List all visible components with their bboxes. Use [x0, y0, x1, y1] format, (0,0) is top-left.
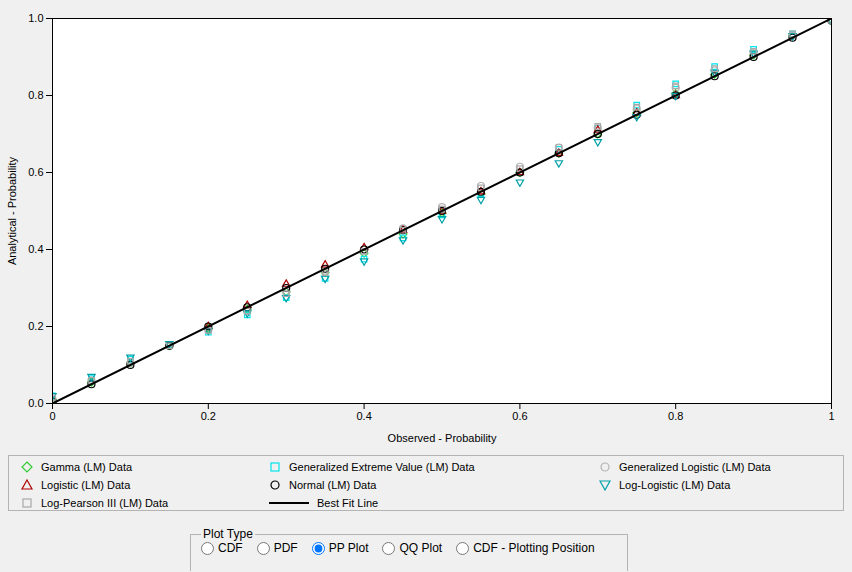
svg-text:0.8: 0.8 [28, 89, 43, 101]
svg-text:0.4: 0.4 [356, 410, 371, 422]
svg-text:0.4: 0.4 [28, 243, 43, 255]
html-text:QQ Plot: QQ Plot [399, 541, 443, 555]
html-text:PP Plot: PP Plot [328, 541, 369, 555]
svg-text:Analytical - Probability: Analytical - Probability [6, 156, 18, 265]
html-text:Logistic (LM) Data: Logistic (LM) Data [41, 479, 131, 491]
svg-text:Observed - Probability: Observed - Probability [388, 432, 497, 444]
svg-text:0.2: 0.2 [201, 410, 216, 422]
svg-text:1.0: 1.0 [28, 12, 43, 24]
svg-text:0.6: 0.6 [28, 166, 43, 178]
svg-text:1: 1 [828, 410, 834, 422]
svg-text:0.6: 0.6 [512, 410, 527, 422]
html-text:Log-Pearson III (LM) Data: Log-Pearson III (LM) Data [41, 497, 169, 509]
html-text:CDF - Plotting Position: CDF - Plotting Position [473, 541, 595, 555]
html-text:Best Fit Line: Best Fit Line [317, 497, 379, 509]
html-text:Log-Logistic (LM) Data: Log-Logistic (LM) Data [619, 479, 731, 491]
html-text:PDF: PDF [273, 541, 298, 555]
svg-text:0.8: 0.8 [668, 410, 683, 422]
html-text:Generalized Logistic (LM) Data: Generalized Logistic (LM) Data [619, 461, 771, 473]
html-text:Generalized Extreme Value (LM): Generalized Extreme Value (LM) Data [289, 461, 475, 473]
html-text:Plot Type: Plot Type [203, 527, 253, 541]
svg-text:0.0: 0.0 [28, 397, 43, 409]
svg-text:0: 0 [49, 410, 55, 422]
svg-text:0.2: 0.2 [28, 320, 43, 332]
html-text:CDF: CDF [218, 541, 243, 555]
html-text:Normal (LM) Data: Normal (LM) Data [289, 479, 377, 491]
html-text:Gamma (LM) Data: Gamma (LM) Data [41, 461, 133, 473]
